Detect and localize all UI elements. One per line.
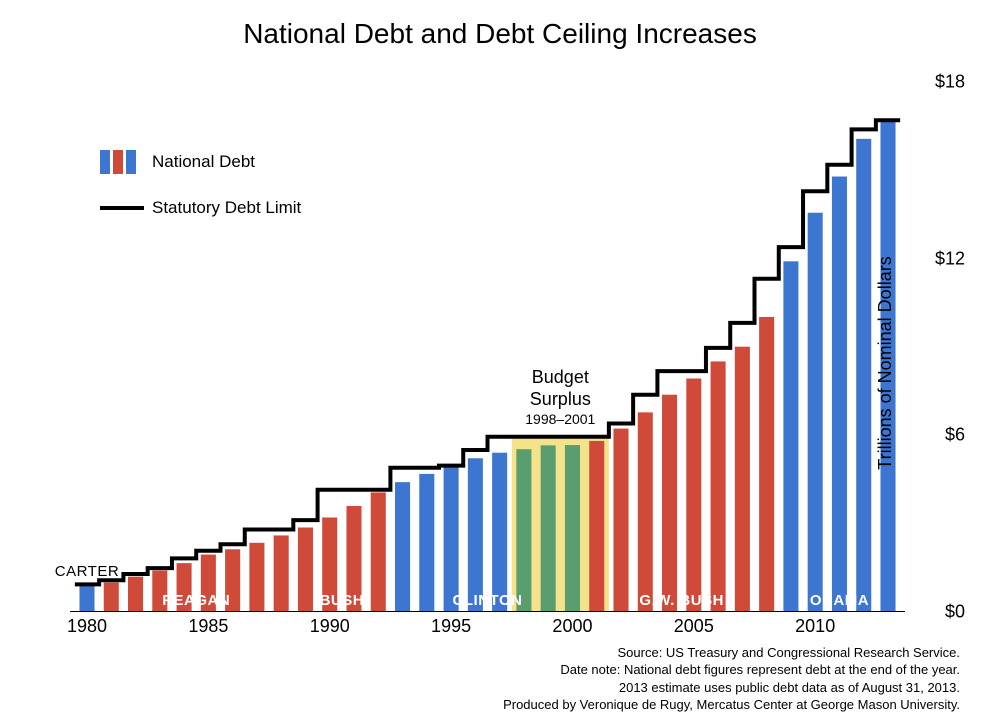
y-tick-label: $12 — [935, 248, 965, 269]
x-tick-label: 2005 — [674, 616, 714, 637]
x-axis-labels: 1980 1985 1990 1995 2000 2005 2010 — [70, 616, 905, 638]
x-tick-label: 1990 — [310, 616, 350, 637]
y-axis-title: Trillions of Nominal Dollars — [875, 256, 896, 469]
president-label: CARTER — [55, 563, 119, 580]
y-tick-label: $0 — [945, 602, 965, 623]
source-line-1: Source: US Treasury and Congressional Re… — [503, 644, 960, 662]
plot-area — [70, 82, 905, 612]
y-tick-label: $18 — [935, 72, 965, 93]
y-tick-label: $6 — [945, 425, 965, 446]
chart-title: National Debt and Debt Ceiling Increases — [0, 18, 1000, 50]
surplus-line1: Budget — [510, 367, 610, 389]
x-tick-label: 1995 — [431, 616, 471, 637]
president-label: REAGAN — [162, 592, 230, 609]
president-label: G.W. BUSH — [639, 592, 724, 609]
source-line-4: Produced by Veronique de Rugy, Mercatus … — [503, 696, 960, 714]
y-axis-labels: $0$6$12$18 — [915, 82, 975, 612]
chart-container: National Debt and Debt Ceiling Increases… — [0, 0, 1000, 726]
x-tick-label: 2000 — [552, 616, 592, 637]
x-tick-label: 1985 — [188, 616, 228, 637]
budget-surplus-annotation: Budget Surplus 1998–2001 — [510, 367, 610, 427]
president-label: OBAMA — [810, 592, 869, 609]
source-text: Source: US Treasury and Congressional Re… — [503, 644, 960, 714]
surplus-line3: 1998–2001 — [510, 411, 610, 428]
source-line-2: Date note: National debt figures represe… — [503, 661, 960, 679]
plot-svg — [70, 82, 905, 612]
surplus-line2: Surplus — [510, 389, 610, 411]
x-tick-label: 2010 — [795, 616, 835, 637]
x-tick-label: 1980 — [67, 616, 107, 637]
source-line-3: 2013 estimate uses public debt data as o… — [503, 679, 960, 697]
president-label: BUSH — [320, 592, 365, 609]
president-label: CLINTON — [453, 592, 523, 609]
